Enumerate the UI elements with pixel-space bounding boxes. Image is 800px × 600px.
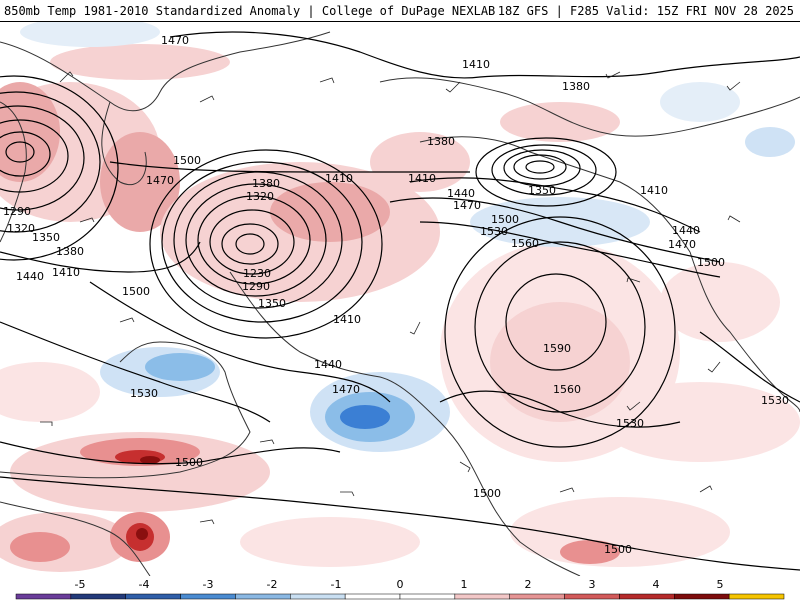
contour-label: 1380 — [562, 80, 590, 93]
legend-tick-label: 4 — [653, 578, 660, 591]
map-title: 850mb Temp 1981-2010 Standardized Anomal… — [4, 4, 496, 18]
contour-label: 1440 — [447, 187, 475, 200]
legend-color-swatch — [399, 593, 456, 600]
contour-label: 1590 — [543, 342, 571, 355]
contour-label: 1380 — [252, 177, 280, 190]
contour-label: 1230 — [243, 267, 271, 280]
height-contours — [0, 31, 800, 571]
legend-tick-label: 0 — [397, 578, 404, 591]
legend-tick-label: -1 — [331, 578, 342, 591]
contour-label: 1350 — [528, 184, 556, 197]
contour-label: 1410 — [333, 313, 361, 326]
legend-color-swatch — [619, 593, 675, 600]
contour-label: 1320 — [7, 222, 35, 235]
contour-label: 1560 — [511, 237, 539, 250]
contour-label: 1470 — [668, 238, 696, 251]
legend-color-swatch — [674, 593, 730, 600]
contour-label: 1410 — [408, 172, 436, 185]
legend-tick-label: 1 — [461, 578, 468, 591]
legend-tick-label: 2 — [525, 578, 532, 591]
contour-label: 1410 — [325, 172, 353, 185]
legend-color-swatch — [509, 593, 565, 600]
legend-color-swatch — [454, 593, 510, 600]
contour-label: 1500 — [122, 285, 150, 298]
contour-label: 1290 — [3, 205, 31, 218]
contour-label: 1410 — [52, 266, 80, 279]
legend-color-swatch — [564, 593, 620, 600]
anomaly-color-scale: -5 -4 -3 -2 -1 0 1 2 3 4 5 — [15, 578, 785, 600]
legend-tick-label: -5 — [75, 578, 86, 591]
weather-map: 1470 1410 1380 1500 1470 1380 1320 1410 … — [0, 22, 800, 576]
contour-label: 1350 — [258, 297, 286, 310]
legend-tick-label: -3 — [203, 578, 214, 591]
contour-label: 1530 — [130, 387, 158, 400]
legend-tick-label: 3 — [589, 578, 596, 591]
contour-label: 1440 — [16, 270, 44, 283]
contour-label: 1560 — [553, 383, 581, 396]
contour-label: 1500 — [491, 213, 519, 226]
contour-labels: 1470 1410 1380 1500 1470 1380 1320 1410 … — [3, 34, 789, 556]
legend-tick-label: -4 — [139, 578, 150, 591]
contour-label: 1470 — [332, 383, 360, 396]
contour-label: 1380 — [427, 135, 455, 148]
legend-color-swatch — [125, 593, 181, 600]
contour-label: 1500 — [604, 543, 632, 556]
coastlines — [0, 31, 800, 576]
legend-tick-label: -2 — [267, 578, 278, 591]
anomaly-shading — [0, 22, 800, 572]
legend-color-swatch — [70, 593, 126, 600]
legend-color-swatch — [344, 593, 401, 600]
contour-label: 1290 — [242, 280, 270, 293]
contour-label: 1530 — [616, 417, 644, 430]
contour-label: 1470 — [146, 174, 174, 187]
legend-color-swatch — [290, 593, 346, 600]
contour-label: 1410 — [640, 184, 668, 197]
contour-label: 1320 — [246, 190, 274, 203]
legend-color-swatch — [180, 593, 236, 600]
legend-color-swatch — [728, 593, 785, 600]
contour-label: 1380 — [56, 245, 84, 258]
contour-label: 1500 — [175, 456, 203, 469]
contour-label: 1530 — [761, 394, 789, 407]
contour-label: 1350 — [32, 231, 60, 244]
wind-barbs — [40, 71, 741, 525]
contour-label: 1530 — [480, 225, 508, 238]
model-valid-time: 18Z GFS | F285 Valid: 15Z FRI NOV 28 202… — [497, 4, 794, 18]
contour-label: 1440 — [672, 224, 700, 237]
title-bar: 850mb Temp 1981-2010 Standardized Anomal… — [0, 0, 800, 22]
contour-label: 1470 — [161, 34, 189, 47]
contour-label: 1500 — [473, 487, 501, 500]
contour-label: 1410 — [462, 58, 490, 71]
contour-label: 1440 — [314, 358, 342, 371]
legend-color-swatch — [15, 593, 72, 600]
contour-label: 1500 — [173, 154, 201, 167]
legend-color-swatch — [235, 593, 291, 600]
contour-label: 1500 — [697, 256, 725, 269]
legend-tick-label: 5 — [717, 578, 724, 591]
contour-label: 1470 — [453, 199, 481, 212]
